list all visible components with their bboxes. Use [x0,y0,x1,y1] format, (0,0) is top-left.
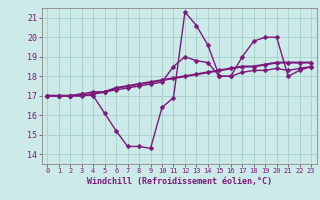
X-axis label: Windchill (Refroidissement éolien,°C): Windchill (Refroidissement éolien,°C) [87,177,272,186]
